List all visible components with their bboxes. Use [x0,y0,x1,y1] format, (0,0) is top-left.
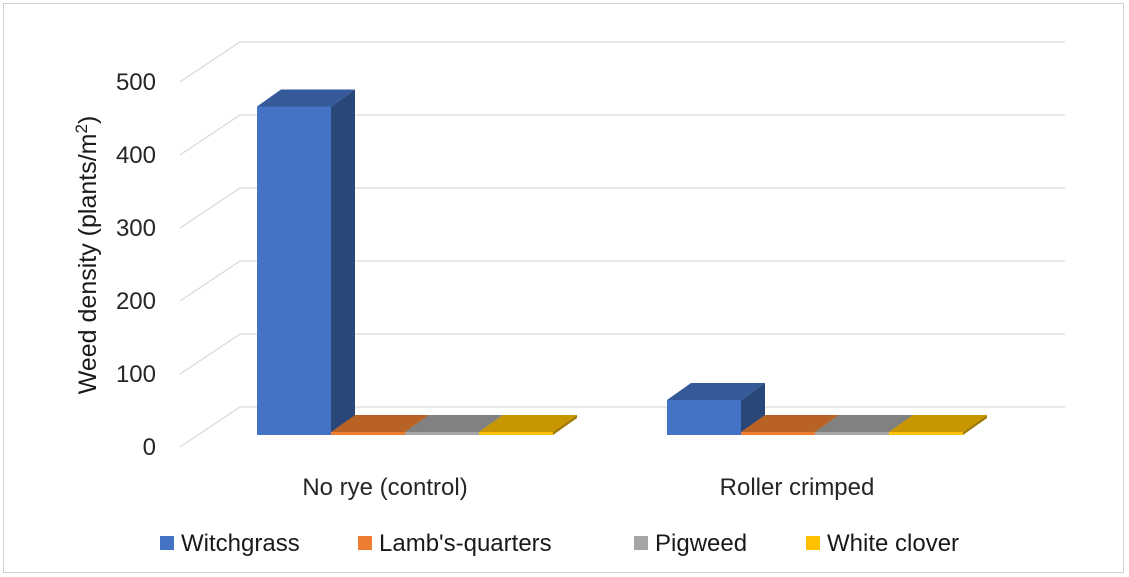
legend-label: White clover [827,530,959,557]
legend-swatch [634,536,648,550]
legend-label: Lamb's-quarters [379,530,552,557]
legend-swatch [358,536,372,550]
legend-swatch [806,536,820,550]
y-tick-labels: 0 100 200 300 400 500 [116,69,156,461]
legend-swatch [160,536,174,550]
legend-label: Pigweed [655,530,747,557]
gridline-5 [179,41,1065,83]
bar-witchgrass-1 [667,382,765,435]
y-axis-label: Weed density (plants/m2) [72,116,102,395]
bars [257,89,987,435]
legend-item-3: White clover [806,530,959,557]
bar-witchgrass-0 [257,89,355,435]
legend: Witchgrass Lamb's-quarters Pigweed White cl… [160,530,959,557]
category-labels: No rye (control) Roller crimped [302,474,874,501]
y-tick-label: 400 [116,142,156,169]
gridline-3 [179,187,1065,229]
y-tick-label: 100 [116,361,156,388]
gridline-1 [179,333,1065,375]
gridline-2 [179,260,1065,302]
legend-label: Witchgrass [181,530,300,557]
bar-white-clover-0 [479,415,577,435]
gridline-0 [179,406,1065,448]
y-tick-label: 300 [116,215,156,242]
legend-item-0: Witchgrass [160,530,300,557]
category-label-0: No rye (control) [302,474,467,501]
gridlines [179,41,1065,448]
y-tick-label: 200 [116,288,156,315]
legend-item-1: Lamb's-quarters [358,530,552,557]
legend-item-2: Pigweed [634,530,747,557]
y-tick-label: 0 [143,434,156,461]
gridline-4 [179,114,1065,156]
bar-white-clover-1 [889,415,987,435]
category-label-1: Roller crimped [720,474,875,501]
chart-frame [3,3,1124,573]
y-tick-label: 500 [116,69,156,96]
